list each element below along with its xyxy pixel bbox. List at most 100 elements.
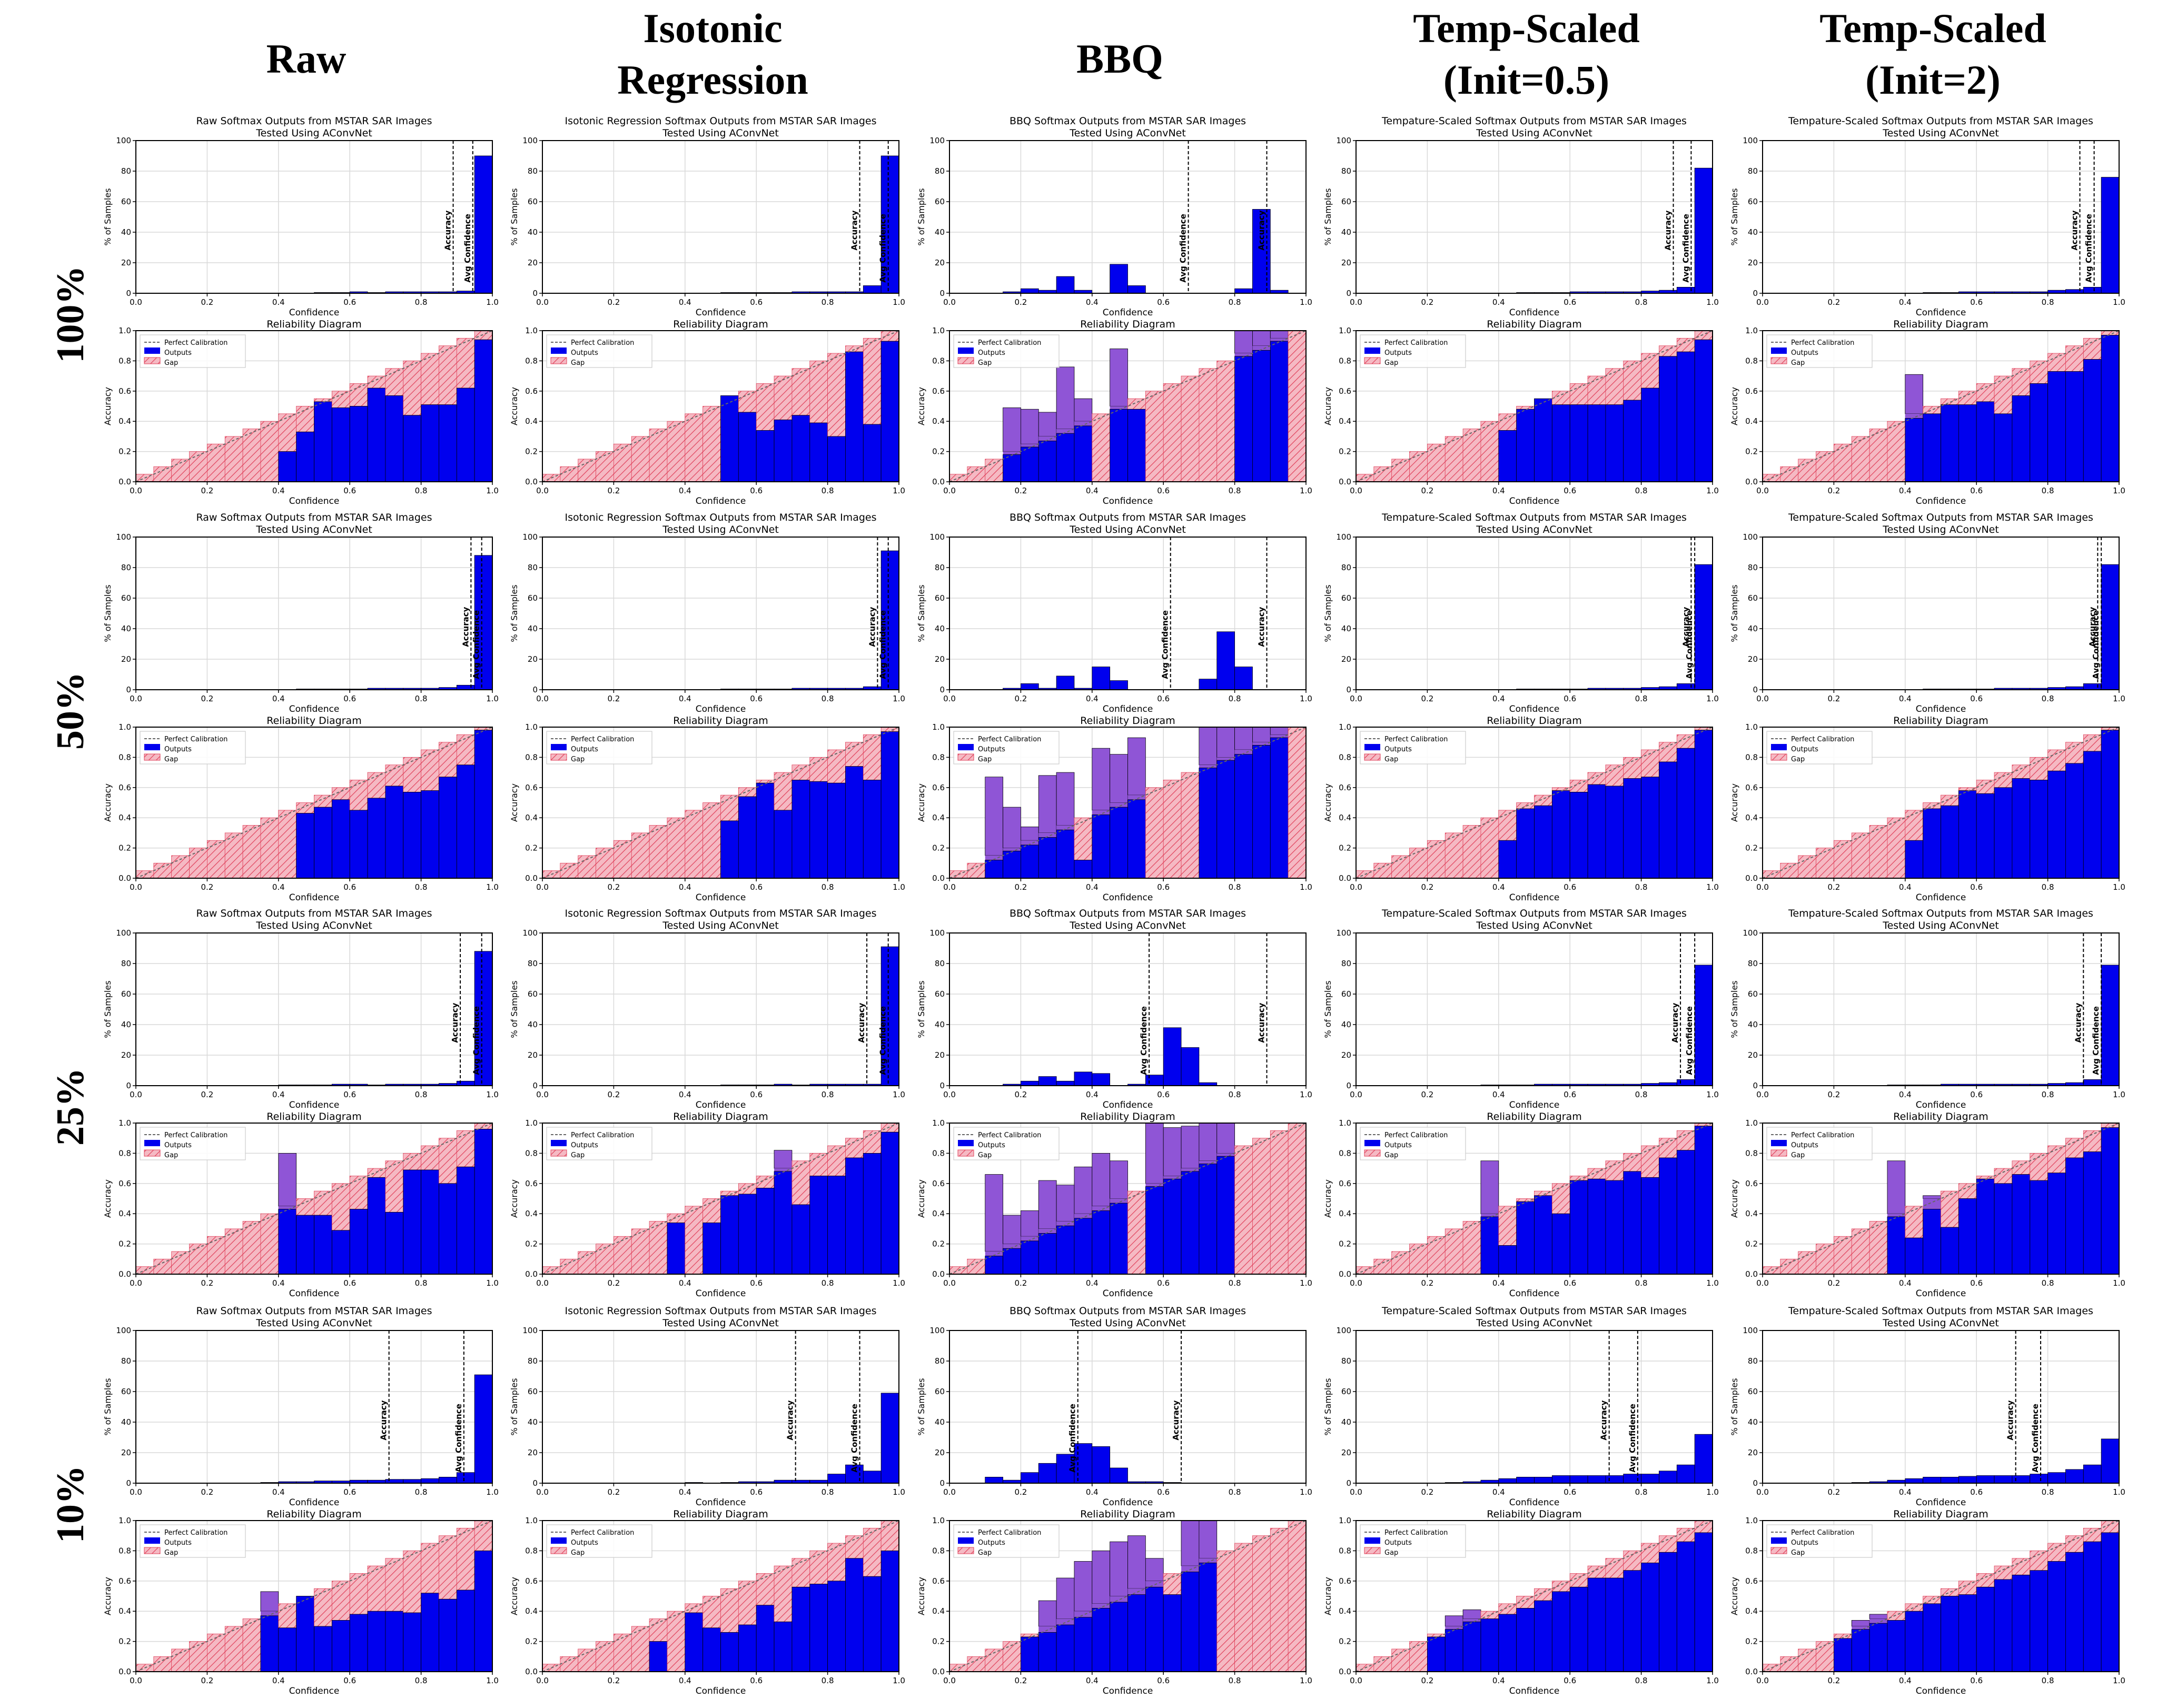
gap-bar <box>702 1198 721 1223</box>
y-tick-label: 0.4 <box>525 1606 538 1616</box>
outputs-bar <box>1216 760 1235 879</box>
x-tick-label: 0.2 <box>1421 1487 1433 1497</box>
outputs-bar <box>1127 409 1146 482</box>
histogram-bar <box>2101 1438 2120 1484</box>
x-tick-label: 0.6 <box>1564 1676 1576 1685</box>
overlap-bar <box>1038 775 1057 833</box>
y-tick-label: 0.8 <box>118 356 131 365</box>
y-tick-label: 40 <box>1748 624 1758 633</box>
column-title: BBQ <box>1076 36 1163 82</box>
y-axis-label: Accuracy <box>1729 783 1739 822</box>
outputs-bar <box>1569 1586 1588 1672</box>
outputs-bar <box>296 1596 314 1672</box>
gap-bar <box>1427 443 1446 482</box>
y-tick-label: 20 <box>1341 654 1351 664</box>
reliability-title: Reliability Diagram <box>266 715 361 727</box>
outputs-bar <box>756 782 775 879</box>
legend-label: Outputs <box>978 349 1005 357</box>
y-axis-label: % of Samples <box>103 980 113 1038</box>
outputs-bar <box>385 395 404 482</box>
y-tick-label: 0.0 <box>525 1667 538 1676</box>
accuracy-label: Accuracy <box>2073 1002 2083 1042</box>
overlap-bar <box>278 1206 296 1209</box>
avg-confidence-label: Avg Confidence <box>878 1006 888 1075</box>
histogram-bar <box>1181 1047 1200 1086</box>
overlap-bar <box>1003 407 1021 452</box>
y-tick-label: 0.4 <box>525 1209 538 1218</box>
perfect-calibration-line <box>1762 727 2120 879</box>
overlap-bar <box>1851 1620 1870 1627</box>
accuracy-label: Accuracy <box>1171 1400 1181 1440</box>
gap-bar <box>1373 862 1392 879</box>
perfect-calibration-line <box>1355 1520 1713 1672</box>
overlap-bar <box>1092 748 1111 811</box>
outputs-bar <box>1038 837 1057 879</box>
outputs-bar <box>1676 748 1695 879</box>
x-tick-label: 0.0 <box>130 1090 142 1099</box>
legend-label: Gap <box>164 359 178 367</box>
legend-label: Outputs <box>164 1141 192 1149</box>
x-tick-label: 0.8 <box>415 1487 428 1497</box>
histogram-bar <box>880 550 899 690</box>
y-axis-label: Accuracy <box>1729 1179 1739 1218</box>
x-tick-label: 1.0 <box>486 1090 499 1099</box>
x-tick-label: 0.4 <box>679 1278 691 1288</box>
x-tick-label: 0.4 <box>1086 1487 1099 1497</box>
gap-bar <box>1623 757 1641 779</box>
legend-swatch-gap <box>144 753 161 761</box>
histogram-bar <box>1127 285 1146 294</box>
y-tick-label: 0.2 <box>525 447 538 456</box>
x-tick-label: 0.8 <box>415 1090 428 1099</box>
gap-bar <box>439 1138 457 1184</box>
x-tick-label: 0.8 <box>1229 1090 1241 1099</box>
outputs-bar <box>880 341 899 482</box>
y-tick-label: 0.2 <box>1339 447 1351 456</box>
gap-bar <box>667 421 686 482</box>
outputs-bar <box>331 407 350 482</box>
gap-bar <box>1659 1138 1677 1158</box>
gap-bar <box>385 1558 404 1612</box>
y-tick-label: 20 <box>528 1050 538 1060</box>
overlap-bar <box>1056 366 1075 429</box>
histogram-bar <box>1605 1475 1624 1484</box>
y-axis-label: % of Samples <box>509 980 519 1038</box>
x-tick-label: 0.6 <box>343 1676 356 1685</box>
outputs-bar <box>1941 404 1959 482</box>
overlap-bar <box>1234 750 1253 754</box>
outputs-bar <box>1941 1227 1959 1275</box>
gap-bar <box>403 1153 421 1170</box>
gap-bar <box>1816 848 1834 879</box>
overlap-bar <box>1056 429 1074 434</box>
outputs-bar <box>367 1611 386 1672</box>
axes-frame <box>1762 140 2120 294</box>
y-tick-label: 60 <box>121 1387 131 1396</box>
legend-swatch-outputs <box>551 347 567 354</box>
axes-frame <box>135 727 493 879</box>
x-tick-label: 1.0 <box>1706 1090 1719 1099</box>
y-tick-label: 0.2 <box>1745 447 1758 456</box>
outputs-bar <box>385 1212 404 1275</box>
histogram-bar <box>1676 1464 1695 1484</box>
gap-bar <box>791 1160 810 1205</box>
y-tick-label: 40 <box>528 1020 538 1029</box>
gap-bar <box>1816 1244 1834 1275</box>
y-tick-label: 0 <box>126 685 131 694</box>
x-axis-label: Confidence <box>1509 496 1560 507</box>
outputs-bar <box>702 1223 721 1275</box>
overlap-bar <box>1074 1214 1092 1218</box>
outputs-bar <box>845 1157 864 1275</box>
x-tick-label: 0.6 <box>1970 1676 1983 1685</box>
y-tick-label: 0.4 <box>932 416 945 426</box>
column-title: Temp-Scaled <box>1413 5 1640 51</box>
y-tick-label: 60 <box>935 197 945 206</box>
y-tick-label: 60 <box>1341 989 1351 999</box>
overlap-bar <box>1003 1215 1021 1245</box>
x-tick-label: 0.4 <box>1899 1278 1912 1288</box>
histogram-bar <box>1163 1027 1182 1086</box>
gap-bar <box>631 1228 650 1275</box>
